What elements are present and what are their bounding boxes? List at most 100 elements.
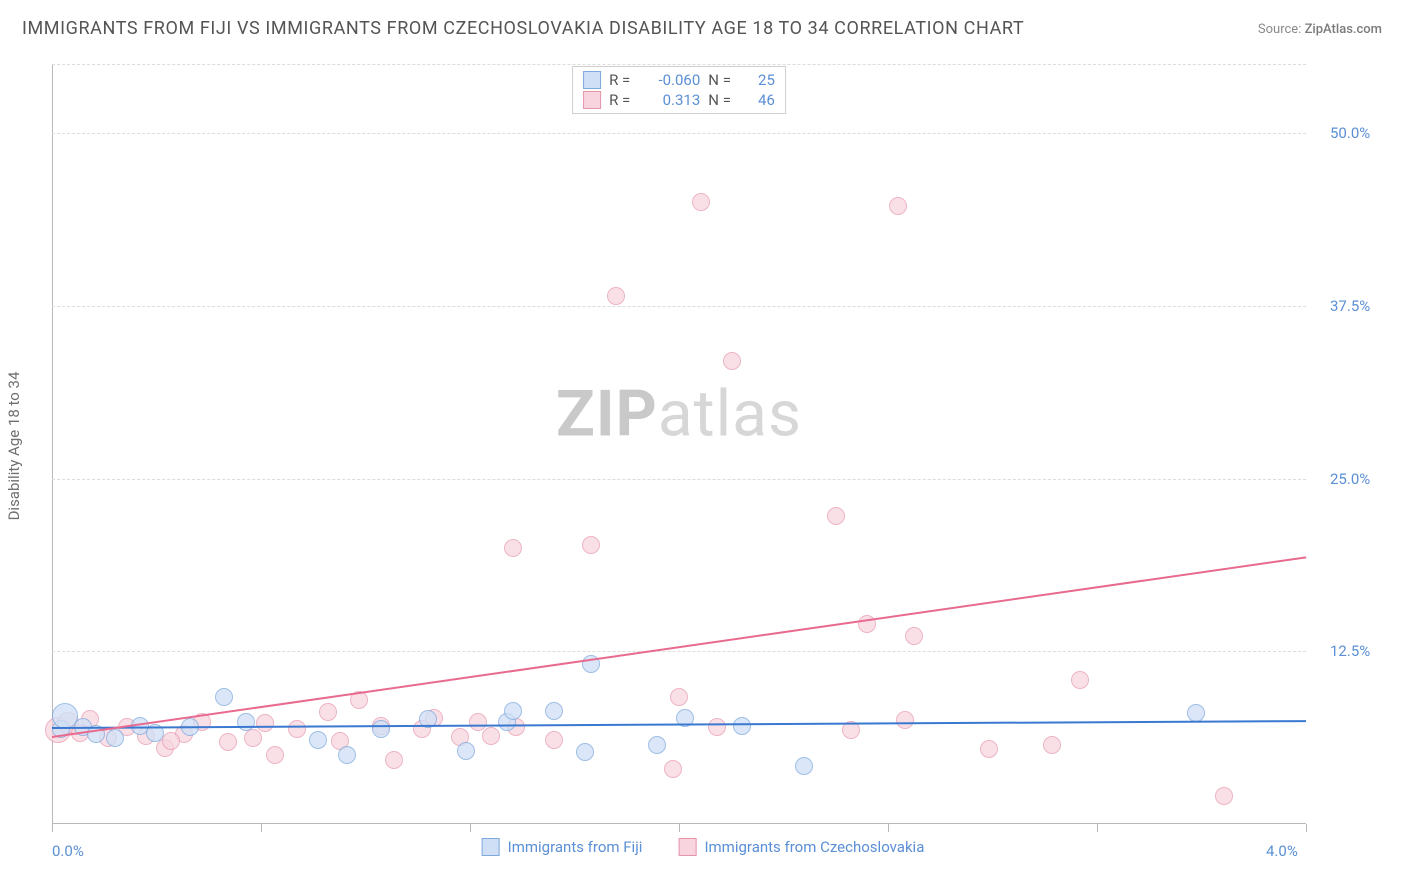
scatter-point (137, 727, 155, 745)
plot-area: ZIPatlas R = -0.060 N = 25 R = 0.313 N =… (52, 64, 1306, 824)
legend-swatch-czech (678, 838, 696, 856)
scatter-point (413, 720, 431, 738)
scatter-point (57, 712, 79, 734)
y-axis-title: Disability Age 18 to 34 (5, 372, 23, 521)
scatter-point (156, 739, 174, 757)
scatter-point (385, 751, 403, 769)
watermark: ZIPatlas (556, 376, 802, 451)
legend-swatch-fiji (583, 71, 601, 89)
scatter-point (545, 731, 563, 749)
scatter-point (219, 733, 237, 751)
scatter-point (545, 702, 563, 720)
legend-n-label: N = (708, 91, 731, 109)
scatter-point (889, 197, 907, 215)
watermark-bold: ZIP (556, 376, 658, 451)
scatter-point (498, 713, 516, 731)
scatter-point (733, 717, 751, 735)
gridline (52, 651, 1306, 652)
scatter-point (827, 507, 845, 525)
scatter-point (309, 731, 327, 749)
scatter-point (266, 746, 284, 764)
scatter-point (372, 720, 390, 738)
scatter-point (319, 703, 337, 721)
scatter-point (582, 536, 600, 554)
scatter-point (45, 717, 71, 743)
trend-line (52, 556, 1306, 738)
legend-n-value-fiji: 25 (739, 71, 775, 89)
x-tick (470, 824, 471, 832)
scatter-point (692, 193, 710, 211)
scatter-point (99, 729, 117, 747)
source-name: ZipAtlas.com (1305, 22, 1382, 37)
x-tick (52, 824, 53, 832)
x-tick (1097, 824, 1098, 832)
correlation-legend: R = -0.060 N = 25 R = 0.313 N = 46 (572, 66, 786, 114)
y-axis-line (52, 64, 53, 824)
y-tick-label: 50.0% (1330, 124, 1370, 142)
scatter-point (482, 727, 500, 745)
scatter-point (106, 729, 124, 747)
legend-n-value-czech: 46 (739, 91, 775, 109)
scatter-point (52, 703, 78, 729)
gridline (52, 479, 1306, 480)
scatter-point (451, 728, 469, 746)
scatter-point (1215, 787, 1233, 805)
source-prefix: Source: (1258, 22, 1305, 37)
scatter-point (980, 740, 998, 758)
gridline (52, 306, 1306, 307)
scatter-point (795, 757, 813, 775)
scatter-point (670, 688, 688, 706)
legend-r-value-czech: 0.313 (638, 91, 700, 109)
watermark-rest: atlas (658, 376, 802, 451)
scatter-point (237, 713, 255, 731)
x-tick (679, 824, 680, 832)
scatter-point (162, 732, 180, 750)
legend-item-fiji: Immigrants from Fiji (482, 838, 643, 856)
x-tick (261, 824, 262, 832)
legend-n-label: N = (708, 71, 731, 89)
legend-item-czech: Immigrants from Czechoslovakia (678, 838, 924, 856)
scatter-point (648, 736, 666, 754)
scatter-point (215, 688, 233, 706)
scatter-point (469, 713, 487, 731)
scatter-point (905, 627, 923, 645)
y-tick-label: 25.0% (1330, 470, 1370, 488)
x-axis-label-max: 4.0% (1266, 842, 1298, 860)
scatter-point (504, 702, 522, 720)
scatter-point (1071, 671, 1089, 689)
scatter-point (607, 287, 625, 305)
trend-line (52, 720, 1306, 729)
scatter-point (723, 352, 741, 370)
chart-title: IMMIGRANTS FROM FIJI VS IMMIGRANTS FROM … (22, 18, 1024, 39)
legend-r-label: R = (609, 71, 630, 89)
scatter-point (244, 729, 262, 747)
x-tick (1306, 824, 1307, 832)
gridline (52, 133, 1306, 134)
series-legend: Immigrants from Fiji Immigrants from Cze… (482, 838, 925, 856)
scatter-point (504, 539, 522, 557)
scatter-point (256, 714, 274, 732)
legend-r-label: R = (609, 91, 630, 109)
y-tick-label: 12.5% (1330, 642, 1370, 660)
legend-label-fiji: Immigrants from Fiji (508, 838, 643, 856)
source-attribution: Source: ZipAtlas.com (1258, 22, 1382, 37)
scatter-point (81, 710, 99, 728)
scatter-point (664, 760, 682, 778)
legend-r-value-fiji: -0.060 (638, 71, 700, 89)
legend-swatch-fiji (482, 838, 500, 856)
scatter-point (896, 711, 914, 729)
scatter-point (331, 732, 349, 750)
scatter-point (1043, 736, 1061, 754)
scatter-point (507, 718, 525, 736)
gridline (52, 64, 1306, 65)
scatter-point (708, 718, 726, 736)
legend-label-czech: Immigrants from Czechoslovakia (704, 838, 924, 856)
legend-swatch-czech (583, 91, 601, 109)
scatter-point (288, 720, 306, 738)
scatter-point (338, 746, 356, 764)
y-tick-label: 37.5% (1330, 297, 1370, 315)
x-axis-label-min: 0.0% (52, 842, 84, 860)
x-tick (888, 824, 889, 832)
scatter-point (457, 742, 475, 760)
scatter-point (576, 743, 594, 761)
